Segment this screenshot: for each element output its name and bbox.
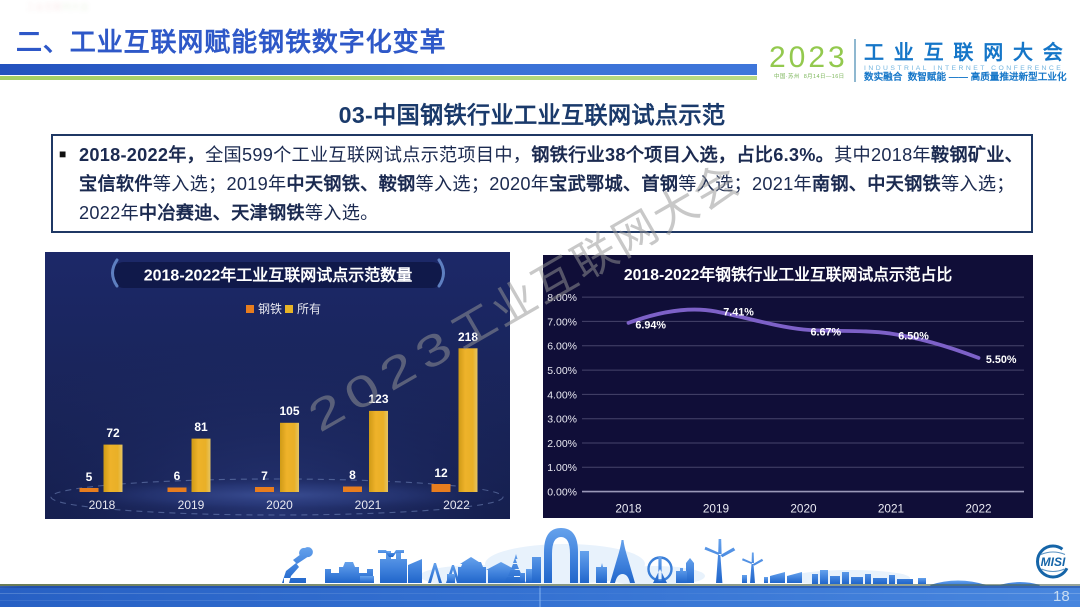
svg-text:3.00%: 3.00% [547,414,577,426]
svg-text:6.67%: 6.67% [810,327,841,339]
svg-text:2020: 2020 [790,502,817,516]
svg-text:6: 6 [174,469,181,483]
svg-text:6.00%: 6.00% [547,341,577,353]
svg-text:2020: 2020 [266,498,293,512]
svg-text:7.41%: 7.41% [723,307,754,319]
svg-text:6.94%: 6.94% [635,320,666,332]
svg-text:1.00%: 1.00% [547,462,577,474]
svg-text:2019: 2019 [178,498,205,512]
svg-text:2.00%: 2.00% [547,438,577,450]
svg-text:2018-2022年工业互联网试点示范数量: 2018-2022年工业互联网试点示范数量 [144,266,413,285]
svg-text:2018: 2018 [89,498,116,512]
svg-text:7: 7 [261,469,268,483]
svg-text:2022: 2022 [965,502,991,516]
svg-text:2021: 2021 [355,498,382,512]
svg-text:105: 105 [279,404,299,418]
svg-text:0.00%: 0.00% [547,487,577,499]
svg-text:8.00%: 8.00% [547,292,577,304]
svg-text:所有: 所有 [297,302,321,316]
svg-text:12: 12 [434,466,448,480]
svg-text:6.50%: 6.50% [898,331,929,343]
svg-text:218: 218 [458,330,478,344]
svg-text:MISI: MISI [1041,555,1066,569]
svg-text:2018-2022年钢铁行业工业互联网试点示范占比: 2018-2022年钢铁行业工业互联网试点示范占比 [624,265,952,284]
svg-text:81: 81 [194,420,208,434]
svg-text:4.00%: 4.00% [547,389,577,401]
svg-text:72: 72 [106,426,120,440]
svg-text:5.50%: 5.50% [986,354,1017,366]
svg-text:5.00%: 5.00% [547,365,577,377]
svg-text:7.00%: 7.00% [547,316,577,328]
svg-text:2018: 2018 [615,502,642,516]
svg-text:123: 123 [368,392,388,406]
svg-text:2021: 2021 [878,502,904,516]
svg-text:2019: 2019 [703,502,729,516]
svg-text:5: 5 [86,470,93,484]
svg-text:8: 8 [349,468,356,482]
svg-text:2022: 2022 [443,498,470,512]
svg-text:钢铁: 钢铁 [258,302,282,316]
